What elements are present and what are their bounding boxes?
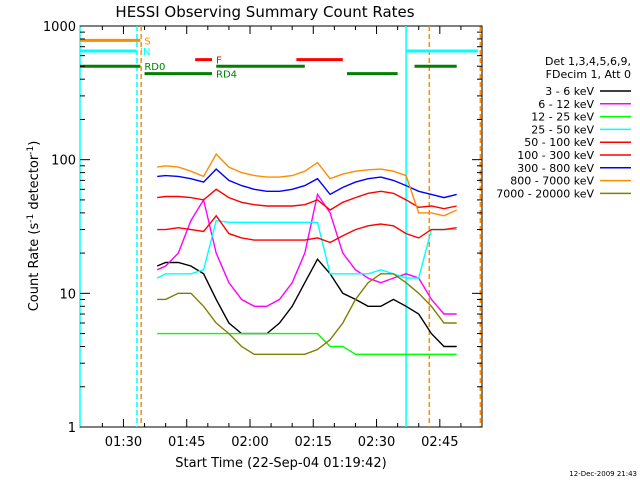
- x-tick-label-02-00: 02:00: [231, 435, 268, 450]
- series-line-300-800-kev: [157, 168, 457, 199]
- legend-label-3-6-kev: 3 - 6 keV: [545, 85, 594, 98]
- y-tick-label-10: 10: [59, 287, 76, 302]
- x-tick-label-01-30: 01:30: [105, 435, 142, 450]
- series-lines: [156, 152, 457, 355]
- y-axis-label: Count Rate (s-1 detector-1): [26, 141, 42, 312]
- flag-in-label: IN: [140, 47, 150, 58]
- legend-label-50-100-kev: 50 - 100 keV: [524, 136, 594, 149]
- series-line-7000-20000-kev: [157, 273, 457, 355]
- footer-timestamp: 12-Dec-2009 21:43: [569, 470, 637, 478]
- plot-area: SIN F RD0 RD4 01:30 01:45 02:00 02:15 02:30 02:4…: [43, 20, 483, 450]
- chart-title: HESSI Observing Summary Count Rates: [115, 3, 414, 21]
- y-axis-label-sup2: -1: [26, 146, 36, 155]
- x-tick-label-02-30: 02:30: [358, 435, 395, 450]
- legend-label-6-12-kev: 6 - 12 keV: [538, 98, 594, 111]
- x-axis-label: Start Time (22-Sep-04 01:19:42): [175, 456, 386, 471]
- legend-label-300-800-kev: 300 - 800 keV: [517, 162, 594, 175]
- y-tick-label-1000: 1000: [43, 20, 76, 35]
- flag-rd4-label: RD4: [216, 70, 237, 81]
- flag-rd0-label: RD0: [144, 62, 165, 73]
- y-axis-label-mid: detector: [27, 154, 42, 214]
- x-tick-label-02-15: 02:15: [295, 435, 332, 450]
- x-tick-label-01-45: 01:45: [168, 435, 205, 450]
- legend-label-7000-20000-kev: 7000 - 20000 keV: [496, 187, 594, 200]
- flag-f-label: F: [216, 56, 222, 67]
- legend-label-100-300-kev: 100 - 300 keV: [517, 149, 594, 162]
- series-line-25-50-kev: [156, 219, 457, 279]
- vertical-markers: [79, 26, 482, 427]
- legend-header-line-1: Det 1,3,4,5,6,9,: [545, 55, 631, 68]
- series-line-800-7000-kev: [157, 152, 457, 217]
- y-axis-ticks: 1 10 100 1000: [43, 20, 482, 436]
- series-line-3-6-kev: [156, 257, 457, 348]
- legend-label-25-50-kev: 25 - 50 keV: [531, 123, 594, 136]
- x-axis-ticks: 01:30 01:45 02:00 02:15 02:30 02:45: [101, 26, 462, 450]
- y-tick-label-1: 1: [68, 421, 76, 436]
- legend-header-line-2: FDecim 1, Att 0: [546, 68, 631, 81]
- flag-s-label: S: [144, 36, 150, 47]
- y-axis-label-sup1: -1: [26, 214, 36, 223]
- x-tick-label-02-45: 02:45: [421, 435, 458, 450]
- series-line-50-100-kev: [157, 188, 457, 211]
- y-axis-label-end: ): [27, 141, 42, 146]
- series-line-100-300-kev: [157, 214, 457, 244]
- y-tick-label-100: 100: [51, 154, 76, 169]
- legend: Det 1,3,4,5,6,9, FDecim 1, Att 0 3 - 6 k…: [496, 55, 631, 200]
- y-axis-label-main: Count Rate (s: [27, 223, 42, 312]
- observing-flags: SIN F RD0 RD4: [80, 36, 478, 81]
- series-line-12-25-kev: [157, 332, 457, 355]
- legend-label-12-25-kev: 12 - 25 keV: [531, 111, 594, 124]
- legend-label-800-7000-kev: 800 - 7000 keV: [510, 175, 594, 188]
